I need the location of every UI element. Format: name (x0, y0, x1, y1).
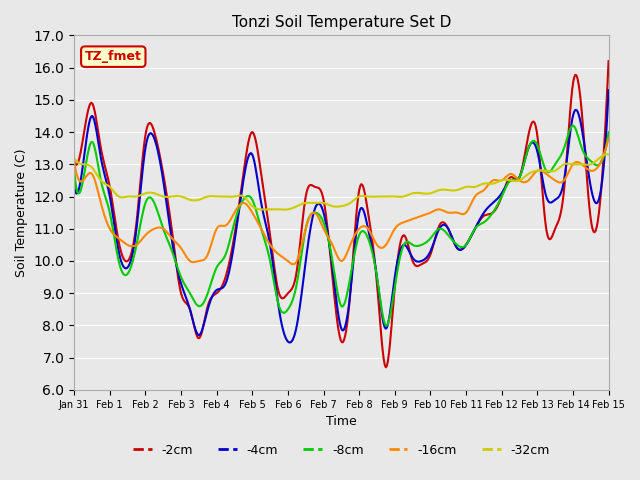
-8cm (70, 168, 78, 174)
-16cm (593, 166, 600, 171)
-4cm (605, 87, 612, 93)
Y-axis label: Soil Temperature (C): Soil Temperature (C) (15, 148, 28, 277)
-32cm (360, 193, 368, 199)
-4cm (325, 239, 333, 244)
-8cm (327, 251, 335, 256)
-32cm (280, 207, 288, 213)
-8cm (570, 123, 577, 129)
-2cm (70, 158, 78, 164)
-16cm (328, 241, 336, 247)
-4cm (390, 285, 397, 291)
-16cm (360, 223, 368, 229)
-16cm (390, 228, 397, 234)
-16cm (70, 158, 78, 164)
-4cm (285, 340, 293, 346)
-2cm (327, 261, 335, 267)
-16cm (325, 236, 333, 241)
-32cm (325, 202, 333, 208)
X-axis label: Time: Time (326, 415, 356, 428)
Line: -16cm: -16cm (74, 139, 609, 264)
-8cm (390, 294, 397, 300)
-32cm (70, 155, 78, 161)
Line: -2cm: -2cm (74, 61, 609, 367)
-16cm (290, 262, 298, 267)
-8cm (324, 235, 332, 240)
-2cm (324, 229, 332, 235)
-2cm (593, 224, 600, 229)
-32cm (593, 157, 600, 163)
Legend: -2cm, -4cm, -8cm, -16cm, -32cm: -2cm, -4cm, -8cm, -16cm, -32cm (128, 439, 555, 462)
-2cm (509, 175, 517, 181)
-2cm (390, 301, 397, 307)
-16cm (605, 136, 612, 142)
-4cm (593, 200, 600, 206)
-4cm (509, 177, 517, 183)
-8cm (383, 323, 390, 328)
Title: Tonzi Soil Temperature Set D: Tonzi Soil Temperature Set D (232, 15, 451, 30)
-32cm (605, 152, 612, 157)
-2cm (360, 184, 367, 190)
-4cm (360, 210, 368, 216)
-8cm (509, 177, 517, 183)
-2cm (605, 58, 612, 64)
-4cm (70, 184, 78, 190)
-32cm (603, 151, 611, 157)
Text: TZ_fmet: TZ_fmet (85, 50, 141, 63)
-32cm (390, 193, 397, 199)
-2cm (382, 364, 390, 370)
-8cm (360, 228, 367, 234)
-32cm (328, 203, 336, 209)
-8cm (594, 162, 602, 168)
-16cm (509, 172, 517, 178)
Line: -4cm: -4cm (74, 90, 609, 343)
-32cm (509, 178, 517, 184)
Line: -32cm: -32cm (74, 154, 609, 210)
-4cm (328, 263, 336, 269)
Line: -8cm: -8cm (74, 126, 609, 325)
-8cm (605, 129, 612, 135)
